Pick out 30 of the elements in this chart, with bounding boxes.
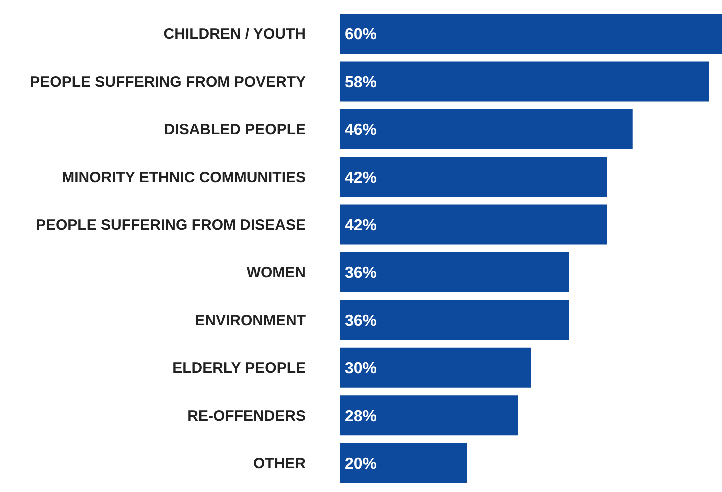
y-tick-label: DISABLED PEOPLE	[164, 122, 306, 139]
bar	[340, 252, 570, 292]
bar	[340, 109, 633, 150]
bar	[340, 396, 518, 436]
y-tick-label: MINORITY ETHNIC COMMUNITIES	[62, 169, 306, 186]
y-tick-label: ELDERLY PEOPLE	[172, 360, 306, 378]
data-label: 60%	[345, 26, 378, 44]
bar	[340, 157, 608, 198]
data-label: 42%	[345, 170, 378, 187]
y-tick-label: CHILDREN / YOUTH	[164, 26, 306, 44]
bar	[340, 443, 468, 484]
data-label: 36%	[345, 265, 378, 282]
y-tick-label: OTHER	[254, 455, 306, 472]
bar	[340, 62, 710, 102]
y-tick-label: ENVIRONMENT	[195, 312, 306, 330]
data-label: 46%	[345, 122, 378, 140]
data-label: 36%	[345, 312, 378, 330]
bar	[340, 300, 570, 340]
y-tick-label: PEOPLE SUFFERING FROM POVERTY	[30, 74, 306, 91]
data-label: 58%	[345, 74, 378, 92]
y-tick-label: WOMEN	[246, 264, 306, 282]
data-label: 28%	[345, 408, 378, 426]
y-tick-label: PEOPLE SUFFERING FROM DISEASE	[36, 216, 306, 234]
y-tick-label: RE-OFFENDERS	[188, 408, 306, 425]
bar	[340, 14, 722, 54]
data-label: 30%	[345, 360, 378, 378]
data-label: 42%	[345, 217, 378, 234]
data-label: 20%	[345, 456, 378, 473]
bar	[340, 204, 608, 245]
bar	[340, 348, 531, 388]
